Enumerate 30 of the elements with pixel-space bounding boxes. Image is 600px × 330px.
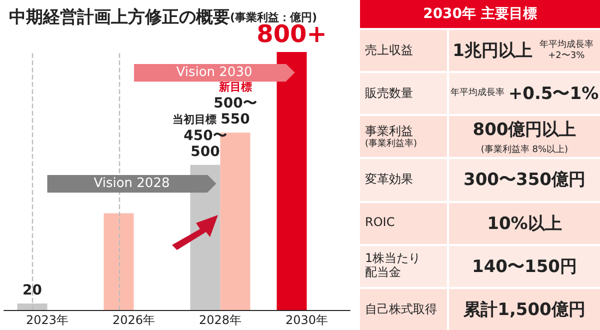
text: 140〜150円 [472, 256, 577, 278]
text: 1兆円以上 [452, 40, 532, 62]
category-label: 変革効果 [365, 172, 414, 187]
text: 300〜350億円 [464, 169, 586, 192]
text: 累計1,500億円 [464, 298, 586, 321]
chart-title: 中期経営計画上方修正の概要 [9, 8, 230, 28]
text: 2030年 主要目標 [360, 0, 600, 28]
x-tick-label: 2028年 [198, 313, 242, 327]
category-label: 自己株式取得 [365, 302, 438, 316]
x-tick-label: 2030年 [285, 313, 328, 327]
category-label: 販売数量 [365, 86, 414, 101]
bar [17, 304, 48, 310]
text: (事業利益率 8%以上) [480, 144, 568, 156]
category-label: 1株当たり配当金 [365, 251, 422, 280]
category-label: 事業利益 (事業利益率) [365, 124, 418, 149]
text: 10%以上 [487, 212, 562, 235]
category-label: ROIC [365, 215, 396, 230]
bar [276, 52, 307, 310]
text: 800億円以上 [472, 118, 576, 141]
x-tick-label: 2023年 [26, 313, 69, 327]
data-label: 20 [22, 282, 42, 299]
text: +0.5〜1% [508, 83, 599, 106]
text: 年平均成長率 [450, 88, 504, 100]
arrow-banner: Vision 2030 [134, 64, 295, 82]
annotation: 新目標 [218, 80, 252, 94]
category-label: 売上収益 [365, 42, 414, 58]
x-tick-label: 2026年 [112, 313, 156, 327]
text: 年平均成長率+2〜3% [538, 40, 594, 62]
arrow-banner: Vision 2028 [47, 174, 216, 193]
data-label: 450〜500 [184, 128, 227, 160]
